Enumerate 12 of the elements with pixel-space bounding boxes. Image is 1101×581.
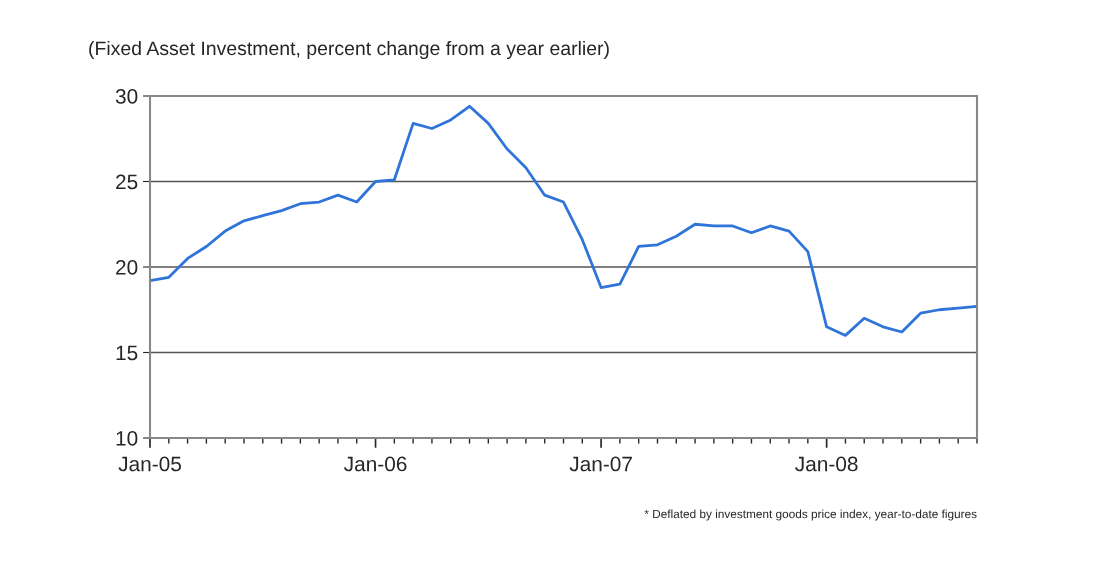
x-tick-label: Jan-07 xyxy=(569,456,632,472)
text: * Deflated by investment goods price index, year-to-date figures xyxy=(644,509,977,521)
y-tick-label: 15 xyxy=(116,345,138,361)
line-series xyxy=(150,104,977,337)
y-tick-label: 30 xyxy=(115,89,138,104)
y-tick-label: 20 xyxy=(116,260,138,275)
x-tick-label: Jan-06 xyxy=(344,456,407,472)
y-tick-label: 25 xyxy=(116,174,138,190)
x-tick-label: Jan-08 xyxy=(795,456,858,472)
chart-title: (Fixed Asset Investment, percent change from a year earlier) xyxy=(89,40,609,60)
x-tick-label: Jan-05 xyxy=(118,456,181,472)
y-tick-label: 10 xyxy=(116,431,138,446)
